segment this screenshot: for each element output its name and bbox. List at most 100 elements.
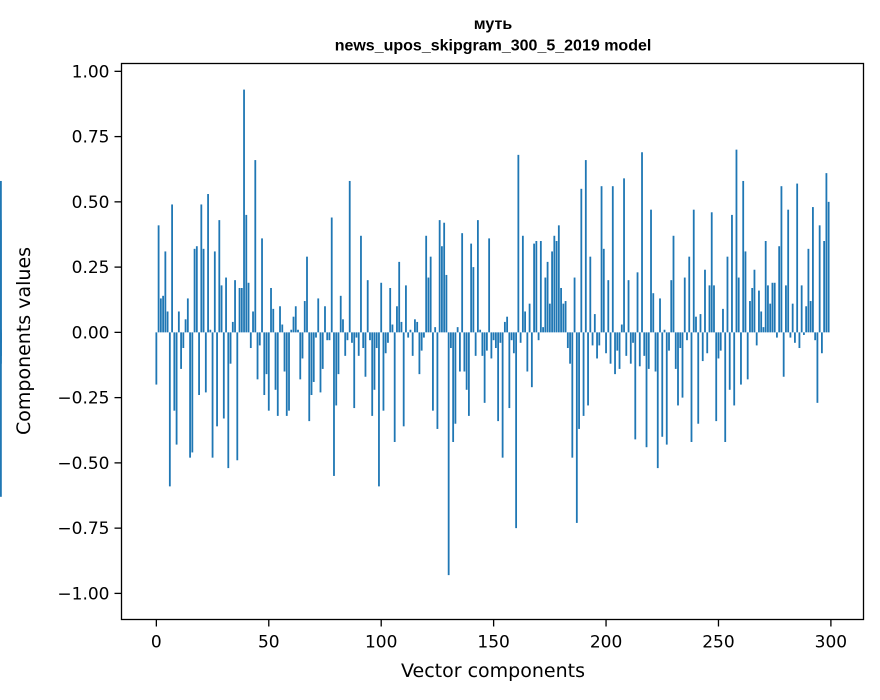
bar-278: [780, 186, 783, 333]
bar-122: [429, 256, 432, 333]
bar-272: [767, 285, 769, 333]
bar-224: [659, 298, 661, 333]
bar-160: [515, 332, 518, 529]
bar-203: [611, 186, 614, 333]
bar-29: [220, 285, 223, 333]
bar-147: [485, 332, 488, 351]
bar-225: [661, 332, 664, 437]
bar-270: [762, 327, 765, 333]
bar-167: [530, 332, 533, 388]
bar-207: [620, 324, 623, 333]
bar-37: [238, 287, 241, 333]
bar-288: [803, 332, 805, 335]
bar-269: [760, 311, 763, 333]
bar-186: [573, 277, 576, 333]
bar-213: [634, 332, 637, 440]
bar-158: [510, 332, 513, 341]
bar-4: [164, 251, 167, 333]
bar-276: [776, 332, 778, 338]
bar-201: [607, 280, 610, 333]
bar-200: [605, 332, 607, 354]
bar-234: [681, 332, 684, 398]
bar-123: [432, 332, 434, 411]
bar-297: [823, 241, 826, 333]
bar-31: [225, 277, 227, 333]
bar-81: [337, 332, 340, 375]
bar-86: [348, 180, 351, 333]
bar-114: [411, 332, 414, 356]
bar-212: [632, 332, 634, 343]
bar-85: [346, 332, 349, 341]
bar-248: [713, 285, 715, 333]
bar-256: [731, 214, 733, 333]
bar-36: [236, 332, 239, 461]
bar-145: [481, 332, 484, 356]
x-axis-ticks: 0 50 100 150 200 250 300: [151, 619, 847, 653]
bar-34: [231, 321, 234, 333]
bar-131: [450, 332, 452, 349]
bar-90: [357, 332, 360, 356]
bar-280: [785, 285, 787, 333]
bar-284: [794, 332, 796, 343]
bar-126: [438, 220, 441, 333]
bar-162: [519, 332, 522, 343]
bar-89: [355, 332, 358, 338]
bar-301: [0, 332, 2, 497]
bar-1: [157, 225, 160, 333]
bar-97: [373, 332, 376, 390]
bar-172: [542, 327, 544, 333]
bar-252: [722, 308, 724, 333]
bar-26: [213, 251, 216, 333]
bar-194: [591, 332, 594, 346]
bar-3: [162, 295, 164, 333]
bar-185: [571, 332, 574, 458]
bar-109: [400, 321, 403, 333]
bar-294: [816, 332, 819, 403]
bar-177: [553, 235, 556, 333]
bar-182: [564, 301, 567, 333]
bar-219: [647, 332, 650, 369]
bar-28: [218, 220, 221, 333]
bar-115: [414, 319, 416, 333]
bar-236: [686, 332, 688, 341]
bar-246: [708, 285, 711, 333]
x-tick-label: 100: [365, 633, 397, 653]
bar-111: [405, 285, 407, 333]
bar-238: [690, 332, 693, 442]
bar-41: [247, 282, 250, 333]
bar-27: [216, 332, 218, 427]
bar-253: [724, 332, 727, 442]
bar-286: [798, 332, 801, 349]
bar-195: [593, 314, 596, 333]
bar-277: [778, 246, 781, 333]
bar-166: [528, 303, 531, 333]
bar-173: [544, 277, 547, 333]
bar-79: [333, 332, 335, 476]
bar-216: [641, 152, 643, 333]
x-tick-label: 200: [590, 633, 622, 653]
bar-35: [234, 280, 236, 333]
x-tick-label: 250: [702, 633, 734, 653]
bar-210: [627, 280, 630, 333]
y-tick-label: −0.25: [57, 389, 109, 409]
bar-132: [452, 332, 455, 442]
bar-156: [506, 316, 509, 333]
bar-7: [171, 204, 173, 333]
bar-221: [652, 293, 655, 333]
bar-17: [193, 248, 196, 333]
bar-282: [789, 332, 792, 338]
bar-117: [418, 332, 421, 375]
bar-65: [301, 332, 304, 359]
bar-25: [211, 332, 214, 458]
bar-240: [695, 316, 697, 333]
bar-214: [636, 272, 639, 333]
bar-61: [292, 316, 295, 333]
bar-108: [398, 261, 401, 333]
bar-264: [749, 301, 751, 333]
bar-38: [240, 287, 243, 333]
bar-217: [643, 332, 646, 356]
bar-135: [459, 332, 461, 372]
bar-193: [589, 256, 592, 333]
bar-208: [623, 178, 625, 333]
